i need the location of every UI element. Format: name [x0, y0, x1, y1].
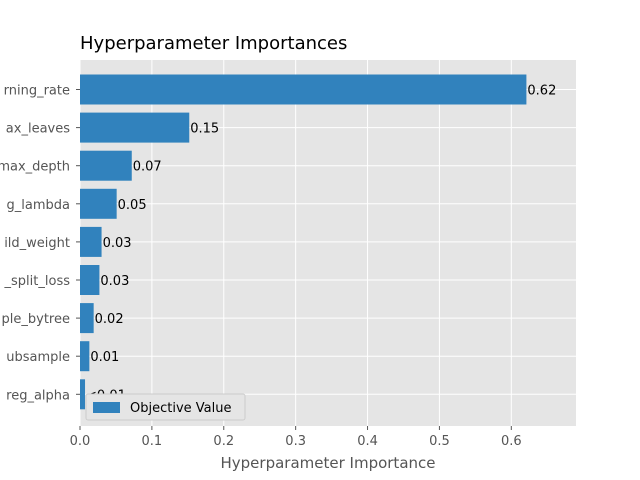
legend-swatch [93, 402, 120, 413]
bar [80, 303, 94, 334]
x-tick-label: 0.6 [501, 434, 522, 449]
x-tick-label: 0.1 [142, 434, 163, 449]
bar [80, 150, 132, 181]
y-tick-label: ild_weight [4, 236, 70, 251]
bar [80, 112, 190, 143]
x-tick-label: 0.0 [70, 434, 91, 449]
y-tick-label: ple_bytree [2, 312, 70, 327]
bar-value-label: 0.02 [95, 312, 124, 327]
bar [80, 265, 100, 295]
x-axis-label: Hyperparameter Importance [221, 454, 436, 472]
y-tick-label: ax_leaves [6, 122, 70, 137]
bar-value-label: 0.15 [190, 122, 219, 137]
bar-value-label: 0.62 [527, 84, 556, 99]
y-tick-labels: rning_rate ax_leaves max_depth g_lambda ild_… [0, 84, 80, 403]
y-tick-label: max_depth [0, 160, 70, 175]
x-tick-label: 0.3 [285, 434, 306, 449]
legend-label: Objective Value [130, 401, 231, 416]
bar-value-label: 0.03 [103, 236, 132, 251]
x-tick-label: 0.2 [213, 434, 234, 449]
bar [80, 379, 86, 410]
x-tick-label: 0.5 [429, 434, 450, 449]
y-tick-label: g_lambda [7, 198, 70, 213]
chart-title: Hyperparameter Importances [80, 33, 347, 54]
bar [80, 226, 102, 257]
bar [80, 74, 527, 105]
bar [80, 341, 90, 372]
bar-value-label: 0.07 [133, 160, 162, 175]
y-tick-label: rning_rate [4, 84, 70, 99]
y-tick-label: ubsample [6, 350, 70, 365]
legend: Objective Value [85, 393, 246, 421]
bar [80, 188, 117, 219]
bar-value-label: 0.01 [90, 350, 119, 365]
x-axis-ticks: 0.0 0.1 0.2 0.3 0.4 0.5 0.6 [70, 426, 522, 449]
y-tick-label: _split_loss [4, 274, 71, 289]
legend-box [85, 393, 246, 421]
bars: 0.620.150.070.050.030.030.020.01<0.01 [80, 74, 556, 410]
bar-value-label: 0.03 [100, 274, 129, 289]
bar-value-label: 0.05 [118, 198, 147, 213]
y-tick-label: reg_alpha [6, 388, 70, 403]
x-tick-label: 0.4 [357, 434, 378, 449]
